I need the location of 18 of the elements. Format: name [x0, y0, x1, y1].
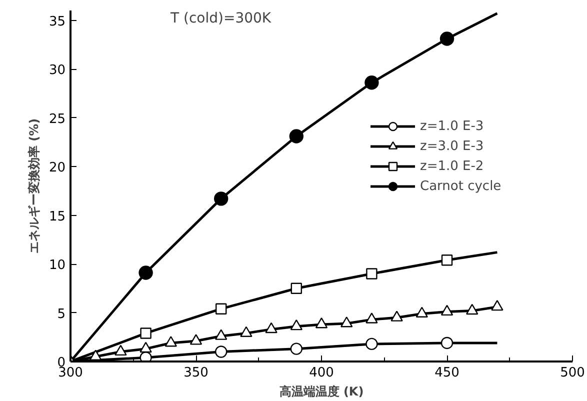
legend-label: z=3.0 E-3 — [420, 138, 484, 154]
y-tick-label: 25 — [48, 112, 66, 127]
y-tick-label: 30 — [48, 63, 66, 78]
annotation: T (cold)=300K — [170, 10, 272, 26]
x-tick-label: 400 — [309, 366, 334, 380]
x-tick-label: 350 — [184, 366, 208, 380]
y-axis-title: エネルギー変換効率 (%) — [26, 118, 41, 254]
y-tick-label: 5 — [57, 306, 66, 322]
legend-label: Carnot cycle — [420, 178, 502, 194]
legend-label: z=1.0 E-2 — [420, 158, 484, 174]
y-tick-label: 10 — [48, 258, 66, 273]
x-axis-title: 高温端温度 (K) — [279, 384, 364, 398]
x-tick-label: 500 — [560, 366, 585, 380]
y-tick-label: 20 — [48, 160, 66, 176]
x-tick-label: 450 — [434, 366, 460, 380]
y-tick-label: 15 — [48, 209, 66, 224]
y-tick-label: 35 — [48, 14, 66, 30]
legend-label: z=1.0 E-3 — [420, 118, 484, 134]
